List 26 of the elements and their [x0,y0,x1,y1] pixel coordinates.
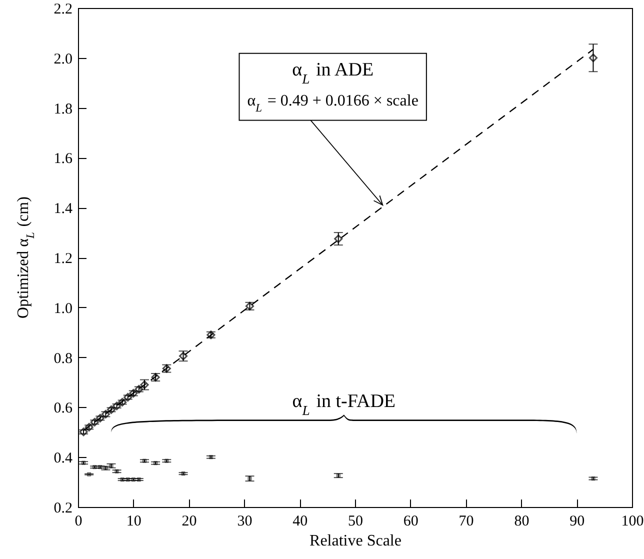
x-tick-label: 50 [348,514,363,530]
y-tick-label: 0.6 [54,400,73,417]
annotation: α$_{L}$ = 0.49 + 0.0166 × scale [247,92,418,114]
y-tick-label: 1.0 [54,300,72,317]
x-tick-label: 40 [292,514,308,530]
annotation: α$_{L}$ in t-FADE [292,391,396,418]
x-tick-label: 30 [237,514,252,530]
y-tick-label: 1.8 [54,101,72,118]
x-tick-label: 20 [182,514,197,530]
y-tick-label: 1.4 [54,201,73,218]
annotation: α$_{L}$ in ADE [292,59,374,86]
x-tick-label: 70 [458,514,474,530]
y-tick-label: 0.4 [54,450,73,467]
y-tick-label: 0.8 [54,350,72,367]
x-tick-label: 0 [74,514,82,530]
y-tick-label: 2.0 [54,51,72,68]
x-tick-label: 60 [403,514,418,530]
y-tick-label: 2.2 [54,2,72,18]
y-tick-label: 1.2 [54,251,72,267]
y-tick-label: 1.6 [54,151,73,168]
y-tick-label: 0.2 [54,500,72,516]
x-axis-title: Relative Scale [310,532,402,550]
x-tick-label: 90 [570,514,585,530]
x-tick-label: 100 [621,514,644,530]
x-tick-label: 80 [514,514,530,530]
x-tick-label: 10 [126,514,142,530]
